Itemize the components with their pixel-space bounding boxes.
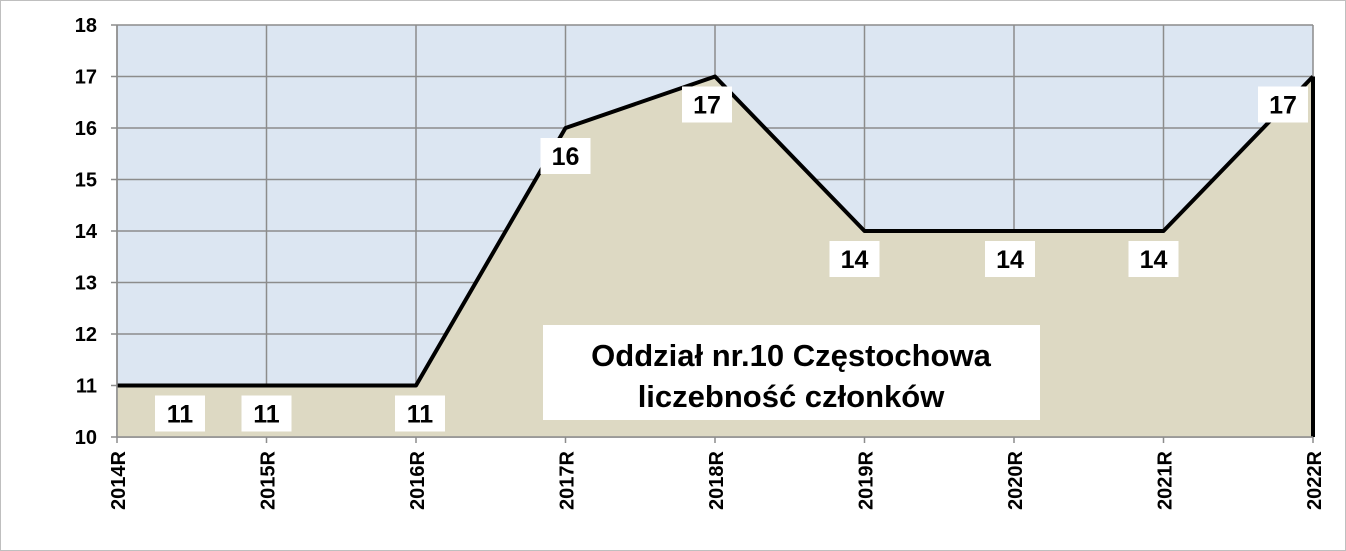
y-tick-label: 11 [76, 376, 97, 398]
y-tick-label: 15 [75, 170, 97, 192]
y-tick-label: 13 [75, 273, 97, 295]
annotation-box [543, 325, 1040, 420]
data-label-box [829, 241, 880, 277]
x-tick-label: 2017R [557, 450, 579, 509]
data-label: 17 [1269, 92, 1297, 120]
data-label: 14 [996, 246, 1024, 274]
data-label-box [155, 395, 205, 432]
y-tick-label: 12 [75, 324, 97, 346]
data-label: 11 [407, 401, 434, 429]
x-tick-label: 2021R [1155, 450, 1177, 509]
data-label-box [241, 395, 292, 432]
x-tick-label: 2014R [108, 450, 130, 509]
data-label-box [395, 395, 445, 432]
data-label-box [1258, 86, 1308, 123]
x-tick-label: 2016R [407, 450, 429, 509]
line [117, 74, 1315, 388]
data-label: 14 [1140, 246, 1168, 274]
y-tick-label: 14 [75, 221, 98, 243]
y-tick-label: 18 [75, 15, 97, 37]
data-label: 14 [841, 246, 869, 274]
x-tick-label: 2018R [706, 450, 728, 509]
data-label-box [540, 138, 591, 174]
x-tick-label: 2015R [258, 450, 280, 509]
data-label-box [1128, 241, 1179, 277]
x-tick-label: 2022R [1304, 450, 1326, 509]
data-label: 11 [253, 401, 280, 429]
data-label: 11 [167, 401, 194, 429]
x-tick-label: 2020R [1005, 450, 1027, 509]
data-label-box [985, 241, 1035, 277]
annotation: Oddział nr.10 Częstochowa [591, 338, 991, 373]
y-tick-label: 10 [75, 427, 97, 449]
y-tick-label: 17 [75, 67, 97, 89]
data-label: 17 [693, 92, 721, 120]
annotation: liczebność członków [638, 379, 946, 414]
x-tick-label: 2019R [856, 450, 878, 509]
data-label: 16 [552, 143, 580, 171]
y-tick-label: 16 [75, 118, 97, 140]
data-label-box [682, 86, 732, 123]
